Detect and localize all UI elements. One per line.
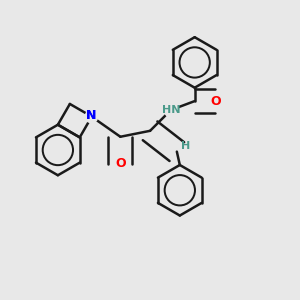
Text: HN: HN [162, 105, 180, 115]
Text: N: N [85, 110, 96, 122]
Text: N: N [85, 110, 96, 122]
Text: O: O [210, 94, 221, 108]
Text: O: O [115, 157, 126, 170]
Text: H: H [181, 141, 190, 151]
